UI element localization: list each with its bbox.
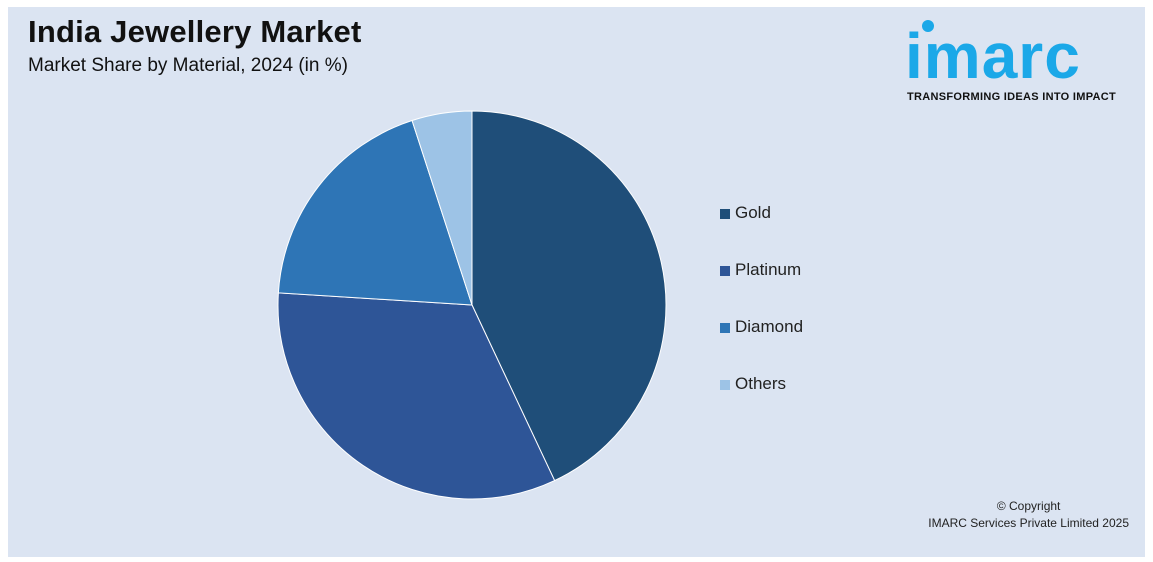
pie-slice-platinum (277, 292, 556, 500)
legend-swatch (720, 209, 730, 219)
chart-legend: Gold Platinum Diamond Others (720, 203, 803, 431)
pie-slice-others (411, 110, 473, 306)
page-subtitle: Market Share by Material, 2024 (in %) (28, 55, 348, 76)
logo-wordmark: imarc (905, 20, 1081, 92)
logo-dot-icon (922, 20, 934, 32)
legend-label: Platinum (735, 260, 802, 279)
legend-item-gold: Gold (720, 203, 803, 260)
legend-item-platinum: Platinum (720, 260, 803, 317)
logo-tagline: TRANSFORMING IDEAS INTO IMPACT (907, 91, 1117, 103)
legend-swatch (720, 266, 730, 276)
legend-swatch (720, 380, 730, 390)
legend-item-others: Others (720, 374, 803, 431)
legend-label: Diamond (735, 317, 804, 336)
copyright-notice: © Copyright IMARC Services Private Limit… (928, 498, 1129, 532)
legend-item-diamond: Diamond (720, 317, 803, 374)
page-title: India Jewellery Market (28, 14, 362, 49)
legend-label: Others (735, 374, 787, 393)
legend-swatch (720, 323, 730, 333)
pie-slice-gold (471, 110, 667, 482)
legend-label: Gold (735, 203, 771, 222)
copyright-line-2: IMARC Services Private Limited 2025 (928, 516, 1129, 530)
copyright-line-1: © Copyright (996, 499, 1061, 513)
imarc-logo: imarc TRANSFORMING IDEAS INTO IMPACT (905, 10, 1127, 110)
pie-slice-diamond (277, 119, 473, 306)
